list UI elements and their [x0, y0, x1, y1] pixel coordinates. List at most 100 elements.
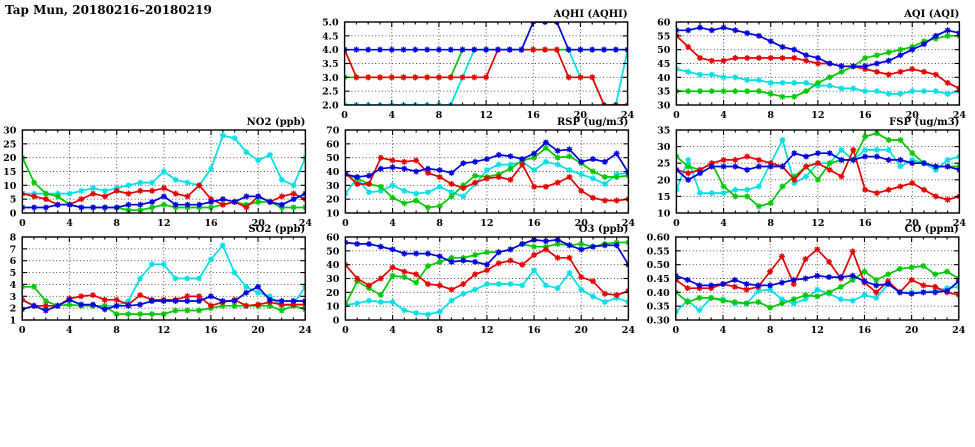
- fsp-series-blue: [676, 150, 960, 183]
- aqhi-xtick-label: 24: [621, 110, 635, 121]
- co-series-green: [676, 263, 960, 311]
- aqhi-xtick-label: 8: [436, 110, 443, 121]
- fsp-series-green: [676, 130, 960, 210]
- aqi-ytick-label: 50: [657, 45, 671, 56]
- co-xtick-label: 20: [905, 325, 919, 336]
- aqhi-title: AQHI (AQHI): [553, 9, 628, 20]
- so2-ytick-label: 2: [9, 304, 16, 315]
- no2-ytick-label: 10: [3, 181, 17, 192]
- co-xtick-label: 8: [767, 325, 774, 336]
- fsp-xtick-label: 4: [720, 218, 727, 229]
- co-ytick-label: 0.35: [647, 302, 670, 313]
- aqhi-xtick-label: 16: [527, 110, 541, 121]
- co-ytick-label: 0.55: [647, 246, 670, 257]
- aqi-xtick-label: 12: [811, 110, 824, 121]
- co-ytick-label: 0.40: [647, 288, 671, 299]
- rsp-ytick-label: 70: [326, 126, 340, 137]
- aqhi-ytick-label: 2.5: [322, 87, 339, 98]
- aqhi-ytick-label: 5.0: [322, 18, 339, 29]
- chart-fsp: 10 15 20 25 30 35 0 4 8 12 16 20 24 FSP (ug/m3): [657, 117, 966, 229]
- rsp-xtick-label: 24: [621, 218, 635, 229]
- rsp-xtick-label: 0: [342, 218, 349, 229]
- rsp-ytick-label: 10: [326, 209, 340, 220]
- fsp-ytick-label: 10: [657, 209, 671, 220]
- co-plot: 0.30 0.35 0.40 0.45 0.50 0.55 0.60 0 4 8 12 16 20 24 C…: [647, 224, 966, 336]
- chart-o3: 0 10 20 30 40 50 60 0 4 8 12 16 20 24 O3 (ppb): [326, 224, 635, 336]
- so2-xtick-label: 12: [157, 325, 170, 336]
- aqi-title: AQI (AQI): [903, 9, 959, 20]
- o3-xtick-label: 0: [342, 325, 349, 336]
- rsp-ytick-label: 30: [326, 181, 340, 192]
- o3-xtick-label: 16: [527, 325, 541, 336]
- rsp-series-red: [345, 154, 629, 204]
- rsp-xtick-label: 4: [389, 218, 396, 229]
- fsp-xtick-label: 20: [905, 218, 919, 229]
- aqhi-xtick-label: 20: [574, 110, 588, 121]
- co-title: CO (ppm): [905, 224, 959, 235]
- o3-xtick-label: 4: [389, 325, 396, 336]
- chart-aqhi: 2.0 2.5 3.0 3.5 4.0 4.5 5.0 0 4 8 12 16 20 24 AQHI (AQ…: [322, 9, 635, 121]
- co-xtick-label: 16: [858, 325, 872, 336]
- o3-plot: 0 10 20 30 40 50 60 0 4 8 12 16 20 24 O3 (ppb): [326, 224, 635, 336]
- so2-xtick-label: 4: [66, 325, 73, 336]
- no2-xtick-label: 8: [113, 218, 120, 229]
- fsp-xtick-label: 8: [767, 218, 774, 229]
- rsp-plot: 10 20 30 40 50 60 70 0 4 8 12 16 20 24 RSP (ug/m3): [326, 117, 635, 229]
- so2-ytick-label: 5: [9, 268, 16, 279]
- aqi-xtick-label: 0: [673, 110, 680, 121]
- o3-series-cyan: [345, 267, 629, 318]
- aqi-ytick-label: 40: [657, 73, 671, 84]
- rsp-title: RSP (ug/m3): [557, 117, 628, 128]
- rsp-ytick-label: 40: [326, 167, 340, 178]
- no2-xtick-label: 0: [19, 218, 26, 229]
- co-xtick-label: 12: [811, 325, 824, 336]
- so2-xtick-label: 0: [19, 325, 26, 336]
- no2-xtick-label: 12: [157, 218, 170, 229]
- o3-ytick-label: 60: [326, 233, 340, 244]
- rsp-ytick-label: 60: [326, 139, 340, 150]
- chart-so2: 1 2 3 4 5 6 7 8 0 4 8 12 16 20 24 SO2 (ppb): [9, 224, 312, 336]
- aqi-ytick-label: 35: [657, 87, 670, 98]
- fsp-ytick-label: 20: [657, 175, 671, 186]
- o3-ytick-label: 0: [332, 316, 339, 327]
- aqhi-ytick-label: 4.0: [322, 45, 339, 56]
- co-xtick-label: 0: [673, 325, 680, 336]
- so2-ytick-label: 1: [9, 316, 16, 327]
- fsp-xtick-label: 24: [952, 218, 966, 229]
- aqhi-ytick-label: 2.0: [322, 101, 339, 112]
- so2-title: SO2 (ppb): [248, 224, 305, 235]
- aqhi-xtick-label: 12: [480, 110, 493, 121]
- aqhi-plot: 2.0 2.5 3.0 3.5 4.0 4.5 5.0 0 4 8 12 16 20 24 AQHI (AQ…: [322, 9, 635, 121]
- no2-xtick-label: 24: [298, 218, 312, 229]
- o3-xtick-label: 12: [480, 325, 493, 336]
- fsp-xtick-label: 0: [673, 218, 680, 229]
- fsp-ytick-label: 25: [657, 159, 670, 170]
- co-series-blue: [676, 272, 960, 297]
- rsp-xtick-label: 8: [436, 218, 443, 229]
- no2-ytick-label: 25: [3, 139, 16, 150]
- so2-xtick-label: 20: [251, 325, 265, 336]
- aqi-ytick-label: 45: [657, 59, 670, 70]
- no2-plot: 0 5 10 15 20 25 30 0 4 8 12 16 20 24 NO2 (ppb): [3, 117, 312, 229]
- chart-rsp: 10 20 30 40 50 60 70 0 4 8 12 16 20 24 RSP (ug/m3): [326, 117, 635, 229]
- no2-xtick-label: 20: [251, 218, 265, 229]
- co-ytick-label: 0.45: [647, 274, 670, 285]
- rsp-ytick-label: 50: [326, 153, 340, 164]
- so2-ytick-label: 7: [9, 244, 16, 255]
- so2-xtick-label: 16: [204, 325, 218, 336]
- aqi-series-blue: [676, 24, 960, 70]
- o3-ytick-label: 20: [326, 288, 340, 299]
- no2-ytick-label: 0: [9, 209, 16, 220]
- chart-no2: 0 5 10 15 20 25 30 0 4 8 12 16 20 24 NO2 (ppb): [3, 117, 312, 229]
- o3-xtick-label: 20: [574, 325, 588, 336]
- o3-title: O3 (ppb): [578, 224, 628, 235]
- so2-series-blue: [22, 283, 306, 314]
- aqi-ytick-label: 30: [657, 101, 671, 112]
- so2-ytick-label: 8: [9, 233, 16, 244]
- aqhi-series-red: [345, 46, 629, 105]
- fsp-series-red: [676, 146, 960, 203]
- aqi-xtick-label: 20: [905, 110, 919, 121]
- aqhi-ytick-label: 3.0: [322, 73, 339, 84]
- co-ytick-label: 0.30: [647, 316, 671, 327]
